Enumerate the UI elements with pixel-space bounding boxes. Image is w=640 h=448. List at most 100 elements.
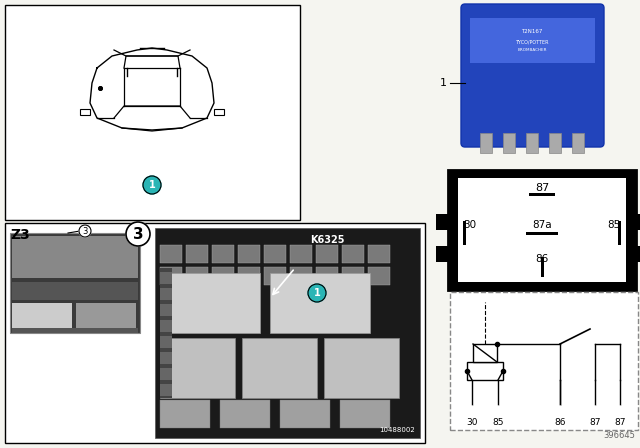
- Bar: [635, 214, 640, 230]
- Bar: [529, 193, 555, 196]
- Text: 85: 85: [492, 418, 504, 427]
- Bar: [160, 320, 172, 332]
- Bar: [541, 257, 544, 277]
- Bar: [368, 267, 390, 285]
- Bar: [12, 328, 138, 333]
- Bar: [160, 304, 172, 316]
- Text: 10488002: 10488002: [380, 427, 415, 433]
- Bar: [186, 267, 208, 285]
- Bar: [5, 223, 425, 443]
- Text: K6325: K6325: [310, 235, 344, 245]
- Bar: [160, 368, 172, 380]
- Text: 3: 3: [132, 227, 143, 241]
- Circle shape: [616, 406, 624, 414]
- Text: 1: 1: [314, 288, 321, 298]
- Bar: [160, 272, 172, 284]
- FancyBboxPatch shape: [461, 4, 604, 147]
- Text: TYCO/POTTER: TYCO/POTTER: [515, 39, 548, 44]
- Bar: [220, 400, 270, 428]
- Bar: [340, 400, 390, 428]
- Circle shape: [494, 406, 502, 414]
- Bar: [467, 362, 503, 380]
- Bar: [76, 303, 136, 331]
- Bar: [160, 400, 210, 428]
- Bar: [480, 133, 492, 153]
- Bar: [160, 384, 172, 396]
- Text: 85: 85: [608, 220, 621, 230]
- Text: Z3: Z3: [10, 228, 29, 242]
- Bar: [214, 109, 224, 115]
- Bar: [238, 245, 260, 263]
- Bar: [368, 245, 390, 263]
- Bar: [342, 245, 364, 263]
- Bar: [618, 221, 621, 245]
- Circle shape: [308, 284, 326, 302]
- Bar: [160, 336, 172, 348]
- Circle shape: [591, 406, 599, 414]
- Bar: [436, 246, 449, 262]
- Bar: [458, 178, 626, 282]
- Text: 87: 87: [614, 418, 626, 427]
- Text: 86: 86: [554, 418, 566, 427]
- Bar: [238, 267, 260, 285]
- Polygon shape: [90, 48, 214, 130]
- Text: 30: 30: [467, 418, 477, 427]
- Bar: [450, 292, 638, 430]
- Bar: [12, 236, 138, 278]
- Bar: [264, 245, 286, 263]
- Bar: [342, 267, 364, 285]
- Circle shape: [556, 406, 564, 414]
- Bar: [5, 5, 300, 220]
- Bar: [290, 267, 312, 285]
- Bar: [160, 288, 172, 300]
- Bar: [212, 267, 234, 285]
- Bar: [448, 170, 636, 290]
- Bar: [470, 18, 595, 63]
- Bar: [316, 267, 338, 285]
- Text: 87: 87: [589, 418, 601, 427]
- Circle shape: [126, 222, 150, 246]
- Text: 30: 30: [463, 220, 476, 230]
- Bar: [324, 338, 399, 398]
- Bar: [270, 273, 370, 333]
- Bar: [10, 233, 140, 333]
- Text: BROMBACHER: BROMBACHER: [517, 48, 547, 52]
- Text: 87: 87: [535, 183, 549, 193]
- Bar: [572, 133, 584, 153]
- Text: 87a: 87a: [532, 220, 552, 230]
- Bar: [473, 344, 497, 362]
- Bar: [549, 133, 561, 153]
- Bar: [160, 273, 260, 333]
- Bar: [290, 245, 312, 263]
- Circle shape: [79, 225, 91, 237]
- Bar: [160, 267, 182, 285]
- Bar: [264, 267, 286, 285]
- Bar: [242, 338, 317, 398]
- Text: 3: 3: [83, 227, 88, 236]
- Text: T2N167: T2N167: [522, 29, 543, 34]
- Bar: [316, 245, 338, 263]
- Circle shape: [143, 176, 161, 194]
- Bar: [463, 221, 466, 245]
- Bar: [160, 245, 182, 263]
- Bar: [80, 109, 90, 115]
- Bar: [155, 228, 420, 438]
- Text: 1: 1: [440, 78, 447, 88]
- Bar: [12, 282, 138, 300]
- Bar: [212, 245, 234, 263]
- Bar: [160, 352, 172, 364]
- Bar: [526, 133, 538, 153]
- Circle shape: [468, 406, 476, 414]
- Bar: [436, 214, 449, 230]
- Bar: [160, 268, 172, 398]
- Text: 86: 86: [536, 254, 548, 264]
- Bar: [503, 133, 515, 153]
- Bar: [186, 245, 208, 263]
- Bar: [12, 303, 72, 331]
- Bar: [635, 246, 640, 262]
- Text: 396645: 396645: [603, 431, 635, 440]
- Bar: [280, 400, 330, 428]
- Bar: [526, 232, 558, 235]
- Bar: [160, 338, 235, 398]
- Text: 1: 1: [148, 180, 156, 190]
